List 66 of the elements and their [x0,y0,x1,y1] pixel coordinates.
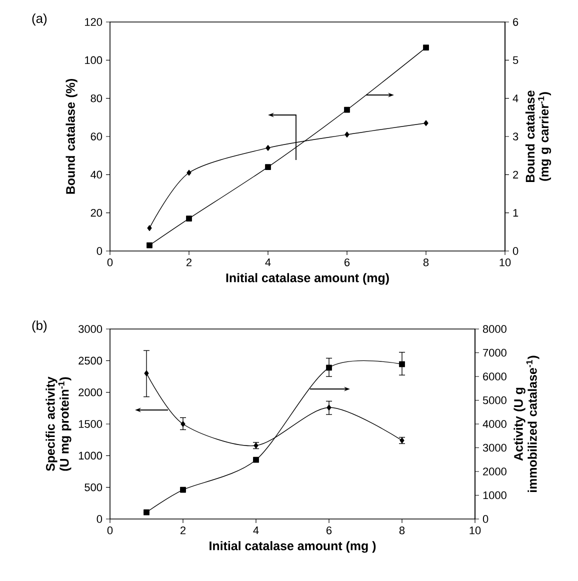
y2-tick-label: 7000 [483,348,506,357]
text: (b) [32,320,47,333]
y2-tick-label: 1000 [483,491,506,500]
y2-tick-label: 2 [513,170,518,178]
y-tick-label: 1500 [78,420,102,428]
y2-tick-label: 3000 [482,444,506,452]
point [326,404,332,410]
y-tick-label: 40 [90,170,102,179]
point [326,364,332,371]
y-tick-label: 2500 [78,356,102,365]
y2-tick-label: 5 [512,56,518,64]
x-tick-label: 6 [344,258,350,266]
y2-tick-label: 6000 [483,372,506,380]
y2-axis-title: Activity (U g immobilized catalase$^{-1}$) [514,356,540,492]
y2-tick-label: 4 [512,94,518,102]
point [399,361,405,368]
x-tick-label: 4 [265,258,271,266]
x-tick-label: 0 [107,258,113,266]
x-tick-label: 2 [180,526,186,534]
point [180,486,186,493]
point [186,170,192,176]
y-tick-label: 2000 [78,388,102,396]
y2-tick-label: 0 [482,515,488,523]
text: (a) [32,14,47,26]
y2-tick-label: 3 [512,132,518,140]
y-tick-label: 3000 [78,325,102,333]
y-tick-label: 0 [96,515,102,523]
x-tick-label: 6 [326,526,332,534]
y-tick-label: 20 [90,208,102,217]
point [144,509,150,516]
y-tick-label: 120 [85,18,102,26]
point [344,132,350,138]
point [147,225,152,232]
y2-tick-label: 6 [513,18,518,26]
point [423,44,429,51]
x-tick-label: 8 [423,258,429,266]
point [266,145,270,151]
x-tick-label: 2 [186,258,192,266]
x-tick-label: 4 [253,526,259,534]
x-tick-label: 8 [399,526,405,534]
y2-tick-label: 2000 [483,468,506,476]
x-tick-label: 10 [470,526,481,534]
y-tick-label: 80 [90,94,102,102]
point [344,106,350,113]
point [180,421,186,427]
y-tick-label: 500 [84,483,102,492]
y2-tick-label: 4000 [482,420,506,428]
x-axis-title: Initial catalase amount (mg) [226,273,389,285]
point [265,164,271,170]
y-tick-label: 60 [90,132,102,140]
y-tick-label: 100 [85,56,102,64]
x-tick-label: 0 [107,526,113,534]
y-tick-label: 1000 [78,452,102,460]
y-tick-label: 0 [96,247,102,255]
x-axis-title: Initial catalase amount (mg ) [210,541,376,553]
point [253,456,259,463]
point [144,370,149,376]
y2-tick-label: 1 [513,209,518,217]
point [186,216,192,222]
y2-tick-label: 5000 [482,396,506,404]
y2-tick-label: 8000 [482,325,506,333]
y2-tick-label: 0 [512,247,518,255]
point [424,120,428,126]
x-tick-label: 10 [500,258,511,266]
y-axis-title: Bound catalase (%) [66,79,78,194]
point [146,242,152,248]
